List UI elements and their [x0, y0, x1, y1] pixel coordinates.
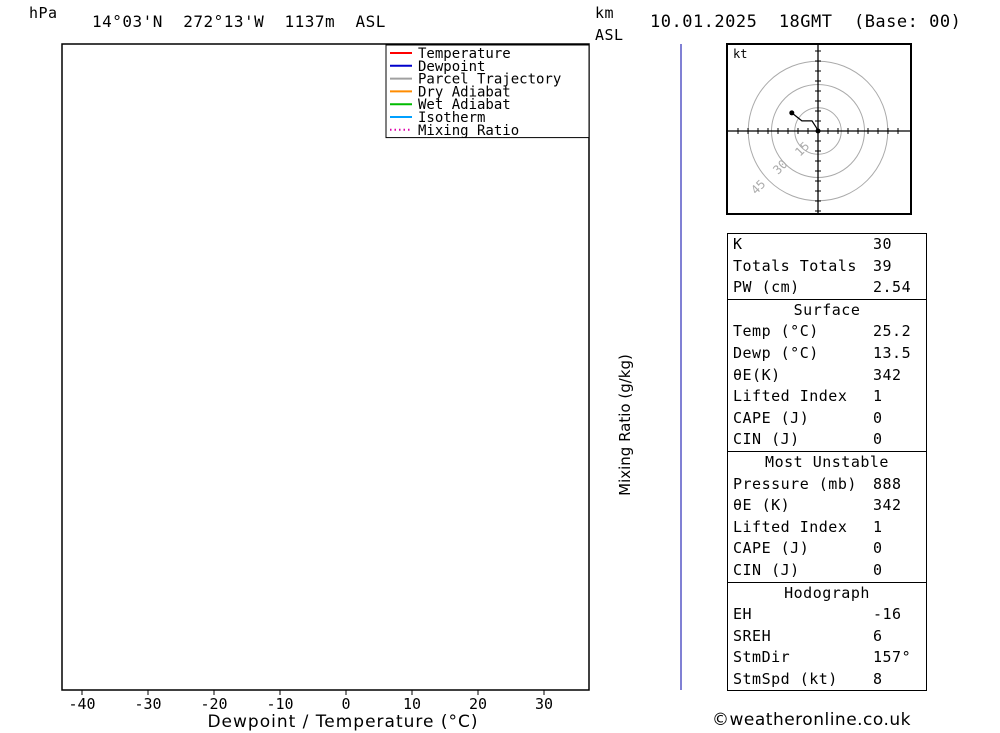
- index-value: 1: [873, 387, 883, 406]
- index-label: K: [733, 235, 743, 253]
- index-value: 30: [873, 235, 893, 253]
- indices-table: K 30 Totals Totals 39 PW (cm) 2.54 Surface Temp…: [727, 233, 927, 692]
- legend-label: Temperature: [418, 46, 511, 62]
- index-value: 888: [873, 474, 902, 493]
- index-label: StmSpd (kt): [733, 669, 838, 688]
- legend-label: Mixing Ratio: [418, 123, 519, 139]
- index-value: 8: [873, 669, 883, 688]
- index-label: θE (K): [733, 496, 791, 515]
- hodograph-stats-title: Hodograph: [784, 583, 870, 602]
- index-row: EH -16: [728, 604, 926, 626]
- general-section: K 30 Totals Totals 39 PW (cm) 2.54: [727, 233, 927, 299]
- hodograph-ring-label: 45: [748, 177, 768, 197]
- surface-title: Surface: [793, 300, 861, 319]
- x-tick-label: -10: [266, 695, 293, 713]
- index-row: CIN (J) 0: [728, 560, 926, 582]
- legend-label: Dry Adiabat: [418, 84, 511, 100]
- index-row: StmDir 157°: [728, 647, 926, 669]
- index-row: Temp (°C) 25.2: [728, 321, 926, 343]
- hodograph-ring-label: 30: [770, 157, 790, 177]
- surface-section: Surface Temp (°C) 25.2 Dewp (°C) 13.5 θE(K) 34…: [727, 298, 927, 451]
- hodograph-unit: kt: [733, 47, 747, 61]
- hodograph-trace: [791, 112, 819, 132]
- x-tick-label: -40: [68, 695, 95, 713]
- most-unstable-title: Most Unstable: [765, 452, 889, 471]
- skewt-chart: 300350400450500550600650700750800850-40-…: [61, 43, 682, 732]
- index-value: 0: [873, 560, 883, 579]
- legend-box: [385, 44, 590, 139]
- hodograph-panel: kt 15 30 45: [726, 43, 912, 215]
- index-label: CIN (J): [733, 560, 800, 579]
- index-value: 0: [873, 430, 883, 449]
- index-value: 6: [873, 626, 883, 645]
- hodograph-ring-label: 15: [792, 139, 812, 159]
- index-label: Dewp (°C): [733, 343, 819, 362]
- legend-label: Parcel Trajectory: [418, 72, 561, 88]
- index-row: CIN (J) 0: [728, 429, 926, 451]
- pressure-unit-label: hPa: [29, 4, 58, 22]
- x-tick-label: 30: [535, 695, 553, 713]
- x-tick-label: -20: [200, 695, 227, 713]
- legend-label: Wet Adiabat: [418, 97, 511, 113]
- index-row: Pressure (mb) 888: [728, 474, 926, 496]
- credit-text: ©weatheronline.co.uk: [712, 710, 912, 730]
- index-value: -16: [873, 605, 902, 624]
- index-row: K 30: [728, 234, 926, 256]
- index-row: SREH 6: [728, 626, 926, 648]
- km-unit-label: km: [595, 4, 615, 22]
- index-label: Temp (°C): [733, 322, 819, 341]
- hodograph-stats-section: Hodograph EH -16 SREH 6 StmDir 157° StmSpd (kt)…: [727, 581, 927, 692]
- index-value: 2.54: [873, 278, 912, 297]
- x-tick-label: 20: [469, 695, 487, 713]
- x-axis-label: Dewpoint / Temperature (°C): [207, 712, 478, 732]
- index-label: CAPE (J): [733, 539, 810, 558]
- index-row: Totals Totals 39: [728, 256, 926, 278]
- x-tick-label: 0: [341, 695, 350, 713]
- index-label: SREH: [733, 626, 772, 645]
- index-value: 342: [873, 365, 902, 384]
- hodograph-origin-dot: [815, 128, 821, 134]
- index-label: Lifted Index: [733, 517, 848, 536]
- index-row: Lifted Index 1: [728, 386, 926, 408]
- index-label: Pressure (mb): [733, 474, 857, 493]
- asl-unit-label: ASL: [595, 26, 624, 44]
- index-label: StmDir: [733, 648, 791, 667]
- index-row: Dewp (°C) 13.5: [728, 343, 926, 365]
- index-value: 157°: [873, 648, 912, 667]
- x-tick-label: 10: [403, 695, 421, 713]
- index-value: 13.5: [873, 343, 912, 362]
- index-label: EH: [733, 605, 753, 624]
- datetime-title: 10.01.2025 18GMT (Base: 00): [650, 12, 962, 32]
- index-value: 0: [873, 408, 883, 427]
- index-value: 25.2: [873, 322, 912, 341]
- index-row: θE (K) 342: [728, 495, 926, 517]
- index-row: StmSpd (kt) 8: [728, 669, 926, 691]
- x-tick-label: -30: [134, 695, 161, 713]
- most-unstable-section: Most Unstable Pressure (mb) 888 θE (K) 342 Li…: [727, 450, 927, 582]
- index-row: Lifted Index 1: [728, 517, 926, 539]
- index-label: CIN (J): [733, 430, 800, 449]
- index-label: Lifted Index: [733, 387, 848, 406]
- index-row: CAPE (J) 0: [728, 538, 926, 560]
- index-row: PW (cm) 2.54: [728, 277, 926, 299]
- legend-label: Isotherm: [418, 110, 485, 126]
- index-row: CAPE (J) 0: [728, 408, 926, 430]
- legend-label: Dewpoint: [418, 59, 485, 75]
- plot-frame: [61, 43, 590, 691]
- index-value: 1: [873, 517, 883, 536]
- index-label: Totals Totals: [733, 256, 857, 275]
- hodograph-end-dot: [789, 110, 795, 116]
- index-value: 39: [873, 256, 893, 275]
- mixing-ratio-axis-label: Mixing Ratio (g/kg): [616, 354, 634, 496]
- index-label: θE(K): [733, 365, 781, 384]
- index-label: CAPE (J): [733, 408, 810, 427]
- index-value: 342: [873, 496, 902, 515]
- index-value: 0: [873, 539, 883, 558]
- index-row: θE(K) 342: [728, 365, 926, 387]
- location-title: 14°03'N 272°13'W 1137m ASL: [92, 12, 386, 31]
- index-label: PW (cm): [733, 278, 800, 297]
